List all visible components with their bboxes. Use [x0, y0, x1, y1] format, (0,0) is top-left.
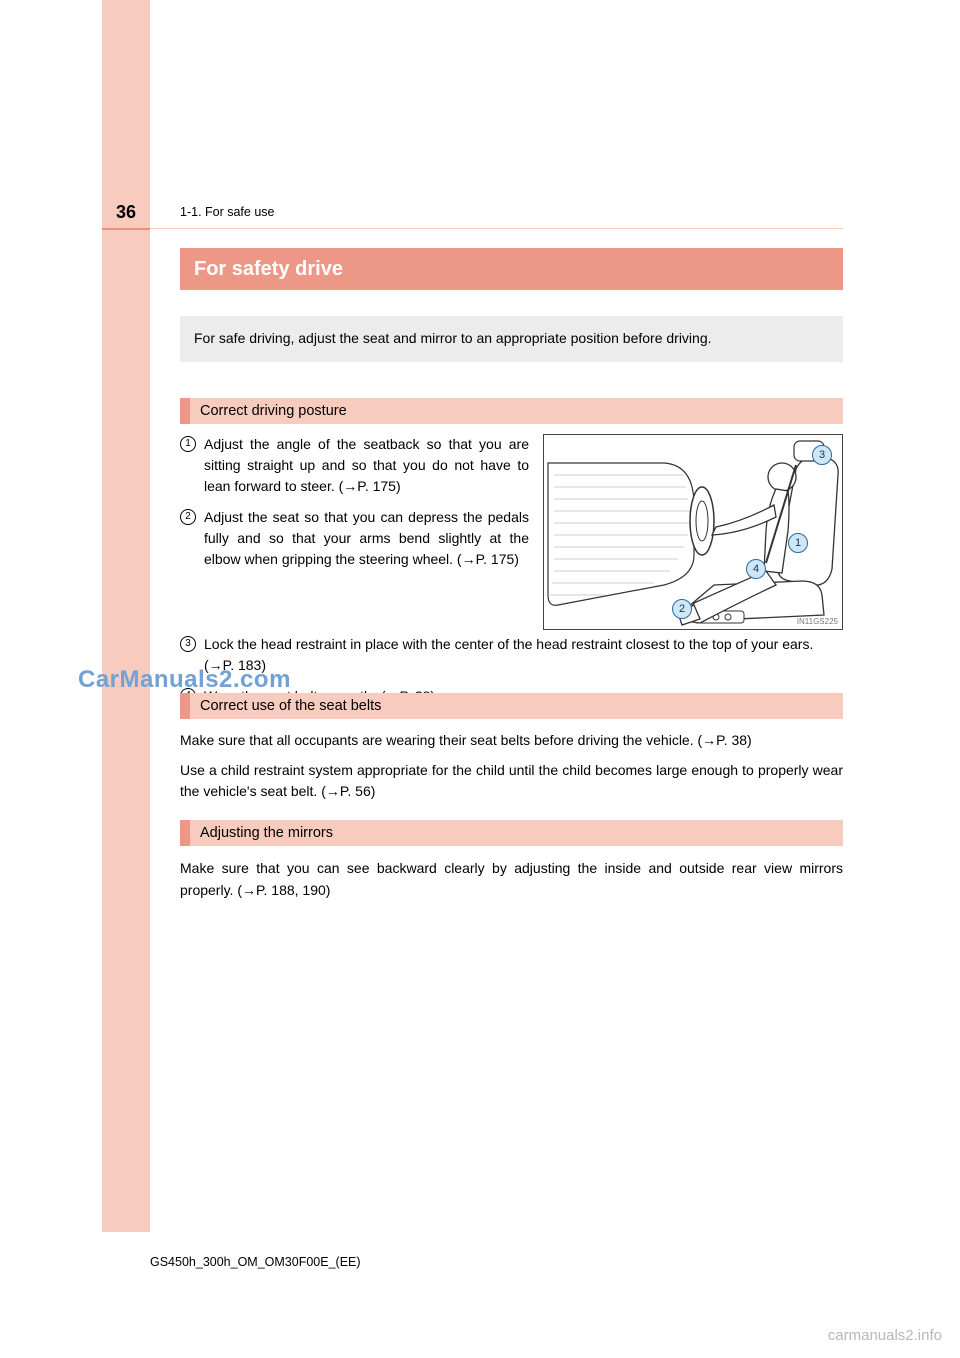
list-item: 3 Lock the head restraint in place with … — [180, 634, 843, 676]
header-rule-thick — [102, 228, 150, 230]
subheading-accent — [180, 693, 190, 719]
section-breadcrumb: 1-1. For safe use — [180, 205, 275, 219]
intro-box: For safe driving, adjust the seat and mi… — [180, 316, 843, 362]
paragraph: Make sure that all occupants are wearing… — [180, 730, 843, 752]
callout-1-icon: 1 — [788, 533, 808, 553]
subheading-mirrors: Adjusting the mirrors — [180, 820, 843, 846]
diagram-ref-label: IN11GS225 — [797, 617, 838, 626]
list-item-text: Adjust the seat so that you can depress … — [204, 507, 529, 570]
subheading-label: Correct use of the seat belts — [190, 693, 843, 719]
left-color-band — [102, 0, 150, 1232]
circled-number-icon: 1 — [180, 436, 196, 452]
subheading-seat-belts: Correct use of the seat belts — [180, 693, 843, 719]
list-item-text: Lock the head restraint in place with th… — [204, 634, 843, 676]
list-item-text: Adjust the angle of the seatback so that… — [204, 434, 529, 497]
posture-content: 1 Adjust the angle of the seatback so th… — [180, 434, 843, 717]
mirrors-content: Make sure that you can see backward clea… — [180, 858, 843, 909]
paragraph: Make sure that you can see backward clea… — [180, 858, 843, 901]
paragraph: Use a child restraint system appropriate… — [180, 760, 843, 803]
callout-3-icon: 3 — [812, 445, 832, 465]
document-code: GS450h_300h_OM_OM30F00E_(EE) — [150, 1255, 361, 1269]
page-number: 36 — [102, 202, 150, 223]
circled-number-icon: 2 — [180, 509, 196, 525]
subheading-accent — [180, 398, 190, 424]
site-credit: carmanuals2.info — [828, 1327, 942, 1344]
header-rule-thin — [150, 228, 843, 229]
circled-number-icon: 3 — [180, 636, 196, 652]
page: 36 1-1. For safe use For safety drive Fo… — [0, 0, 960, 1358]
page-header: 36 1-1. For safe use — [102, 198, 842, 226]
page-title-bar: For safety drive — [180, 248, 843, 290]
page-title: For safety drive — [194, 258, 343, 281]
subheading-label: Adjusting the mirrors — [190, 820, 843, 846]
intro-text: For safe driving, adjust the seat and mi… — [194, 330, 712, 346]
list-item: 1 Adjust the angle of the seatback so th… — [180, 434, 529, 497]
subheading-posture: Correct driving posture — [180, 398, 843, 424]
callout-2-icon: 2 — [672, 599, 692, 619]
seat-belts-content: Make sure that all occupants are wearing… — [180, 730, 843, 811]
list-item: 2 Adjust the seat so that you can depres… — [180, 507, 529, 570]
driving-posture-diagram: 1 2 3 4 IN11GS225 — [543, 434, 843, 630]
subheading-label: Correct driving posture — [190, 398, 843, 424]
callout-4-icon: 4 — [746, 559, 766, 579]
subheading-accent — [180, 820, 190, 846]
